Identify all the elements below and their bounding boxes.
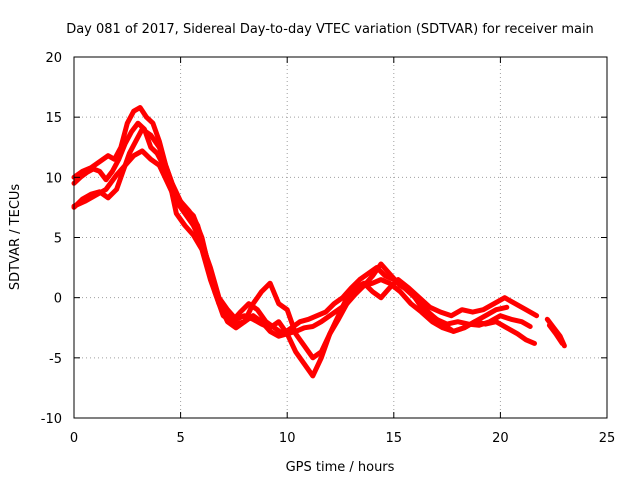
y-tick-label: -5 (49, 352, 62, 367)
x-tick-label: 15 (386, 431, 403, 446)
series-group (71, 105, 567, 379)
x-tick-label: 20 (492, 431, 509, 446)
y-axis-label: SDTVAR / TECUs (8, 184, 23, 291)
y-tick-label: -10 (41, 412, 62, 427)
grid (74, 57, 607, 418)
y-tick-label: 20 (45, 51, 62, 66)
x-tick-label: 10 (279, 431, 296, 446)
x-tick-label: 5 (176, 431, 184, 446)
plot-frame (73, 56, 608, 419)
series-line-4 (71, 148, 540, 379)
x-axis-label: GPS time / hours (286, 460, 395, 475)
chart-title: Day 081 of 2017, Sidereal Day-to-day VTE… (66, 22, 594, 37)
y-tick-label: 10 (45, 171, 62, 186)
x-tick-label: 0 (70, 431, 78, 446)
series-line-6 (546, 322, 565, 346)
x-tick-label: 25 (599, 431, 616, 446)
y-tick-label: 5 (54, 232, 62, 247)
y-tick-label: 15 (45, 111, 62, 126)
series-line-3 (71, 120, 510, 361)
series-line-1 (71, 105, 533, 337)
y-tick-label: 0 (54, 292, 62, 307)
axis-ticks: 0 5 10 15 20 25 -10 -5 0 5 10 15 20 (41, 51, 616, 446)
